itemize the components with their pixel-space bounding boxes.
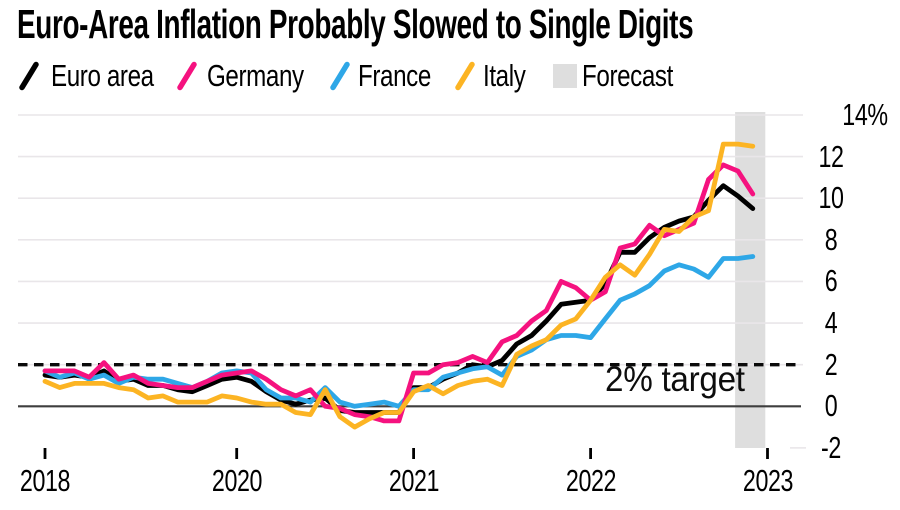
legend-label: France bbox=[358, 58, 431, 93]
y-axis-label: 14% bbox=[842, 97, 888, 132]
x-axis-label: 2021 bbox=[388, 463, 439, 498]
y-axis-label: 6 bbox=[824, 263, 838, 299]
y-axis-label: 10 bbox=[818, 180, 844, 216]
series-line-italy bbox=[42, 141, 756, 430]
y-axis-label: 4 bbox=[824, 305, 838, 341]
x-axis-label: 2018 bbox=[19, 463, 71, 498]
series-line-germany bbox=[42, 162, 756, 424]
legend-label: Germany bbox=[207, 58, 304, 93]
y-axis-label: 2 bbox=[824, 346, 838, 382]
legend-label: Forecast bbox=[582, 58, 673, 93]
forecast-band-swatch-icon bbox=[553, 64, 577, 88]
y-axis-label: 8 bbox=[824, 221, 838, 257]
legend-label: Italy bbox=[483, 58, 526, 93]
forecast-band bbox=[735, 112, 766, 448]
italy-line-swatch-icon bbox=[455, 61, 475, 91]
target-annotation: 2% target bbox=[605, 360, 745, 399]
x-axis-label: 2023 bbox=[742, 463, 793, 498]
x-axis-label: 2020 bbox=[211, 463, 263, 498]
x-axis-label: 2022 bbox=[565, 463, 616, 498]
euro-area-line-swatch-icon bbox=[19, 61, 39, 91]
france-line-swatch-icon bbox=[330, 61, 350, 91]
series-line-france bbox=[42, 254, 756, 409]
y-axis-label: 12 bbox=[818, 138, 844, 174]
y-axis-label: -2 bbox=[821, 429, 841, 465]
chart-title: Euro-Area Inflation Probably Slowed to S… bbox=[17, 1, 694, 47]
y-axis-label: 0 bbox=[824, 388, 838, 424]
germany-line-swatch-icon bbox=[177, 61, 197, 91]
legend-label: Euro area bbox=[51, 58, 154, 93]
